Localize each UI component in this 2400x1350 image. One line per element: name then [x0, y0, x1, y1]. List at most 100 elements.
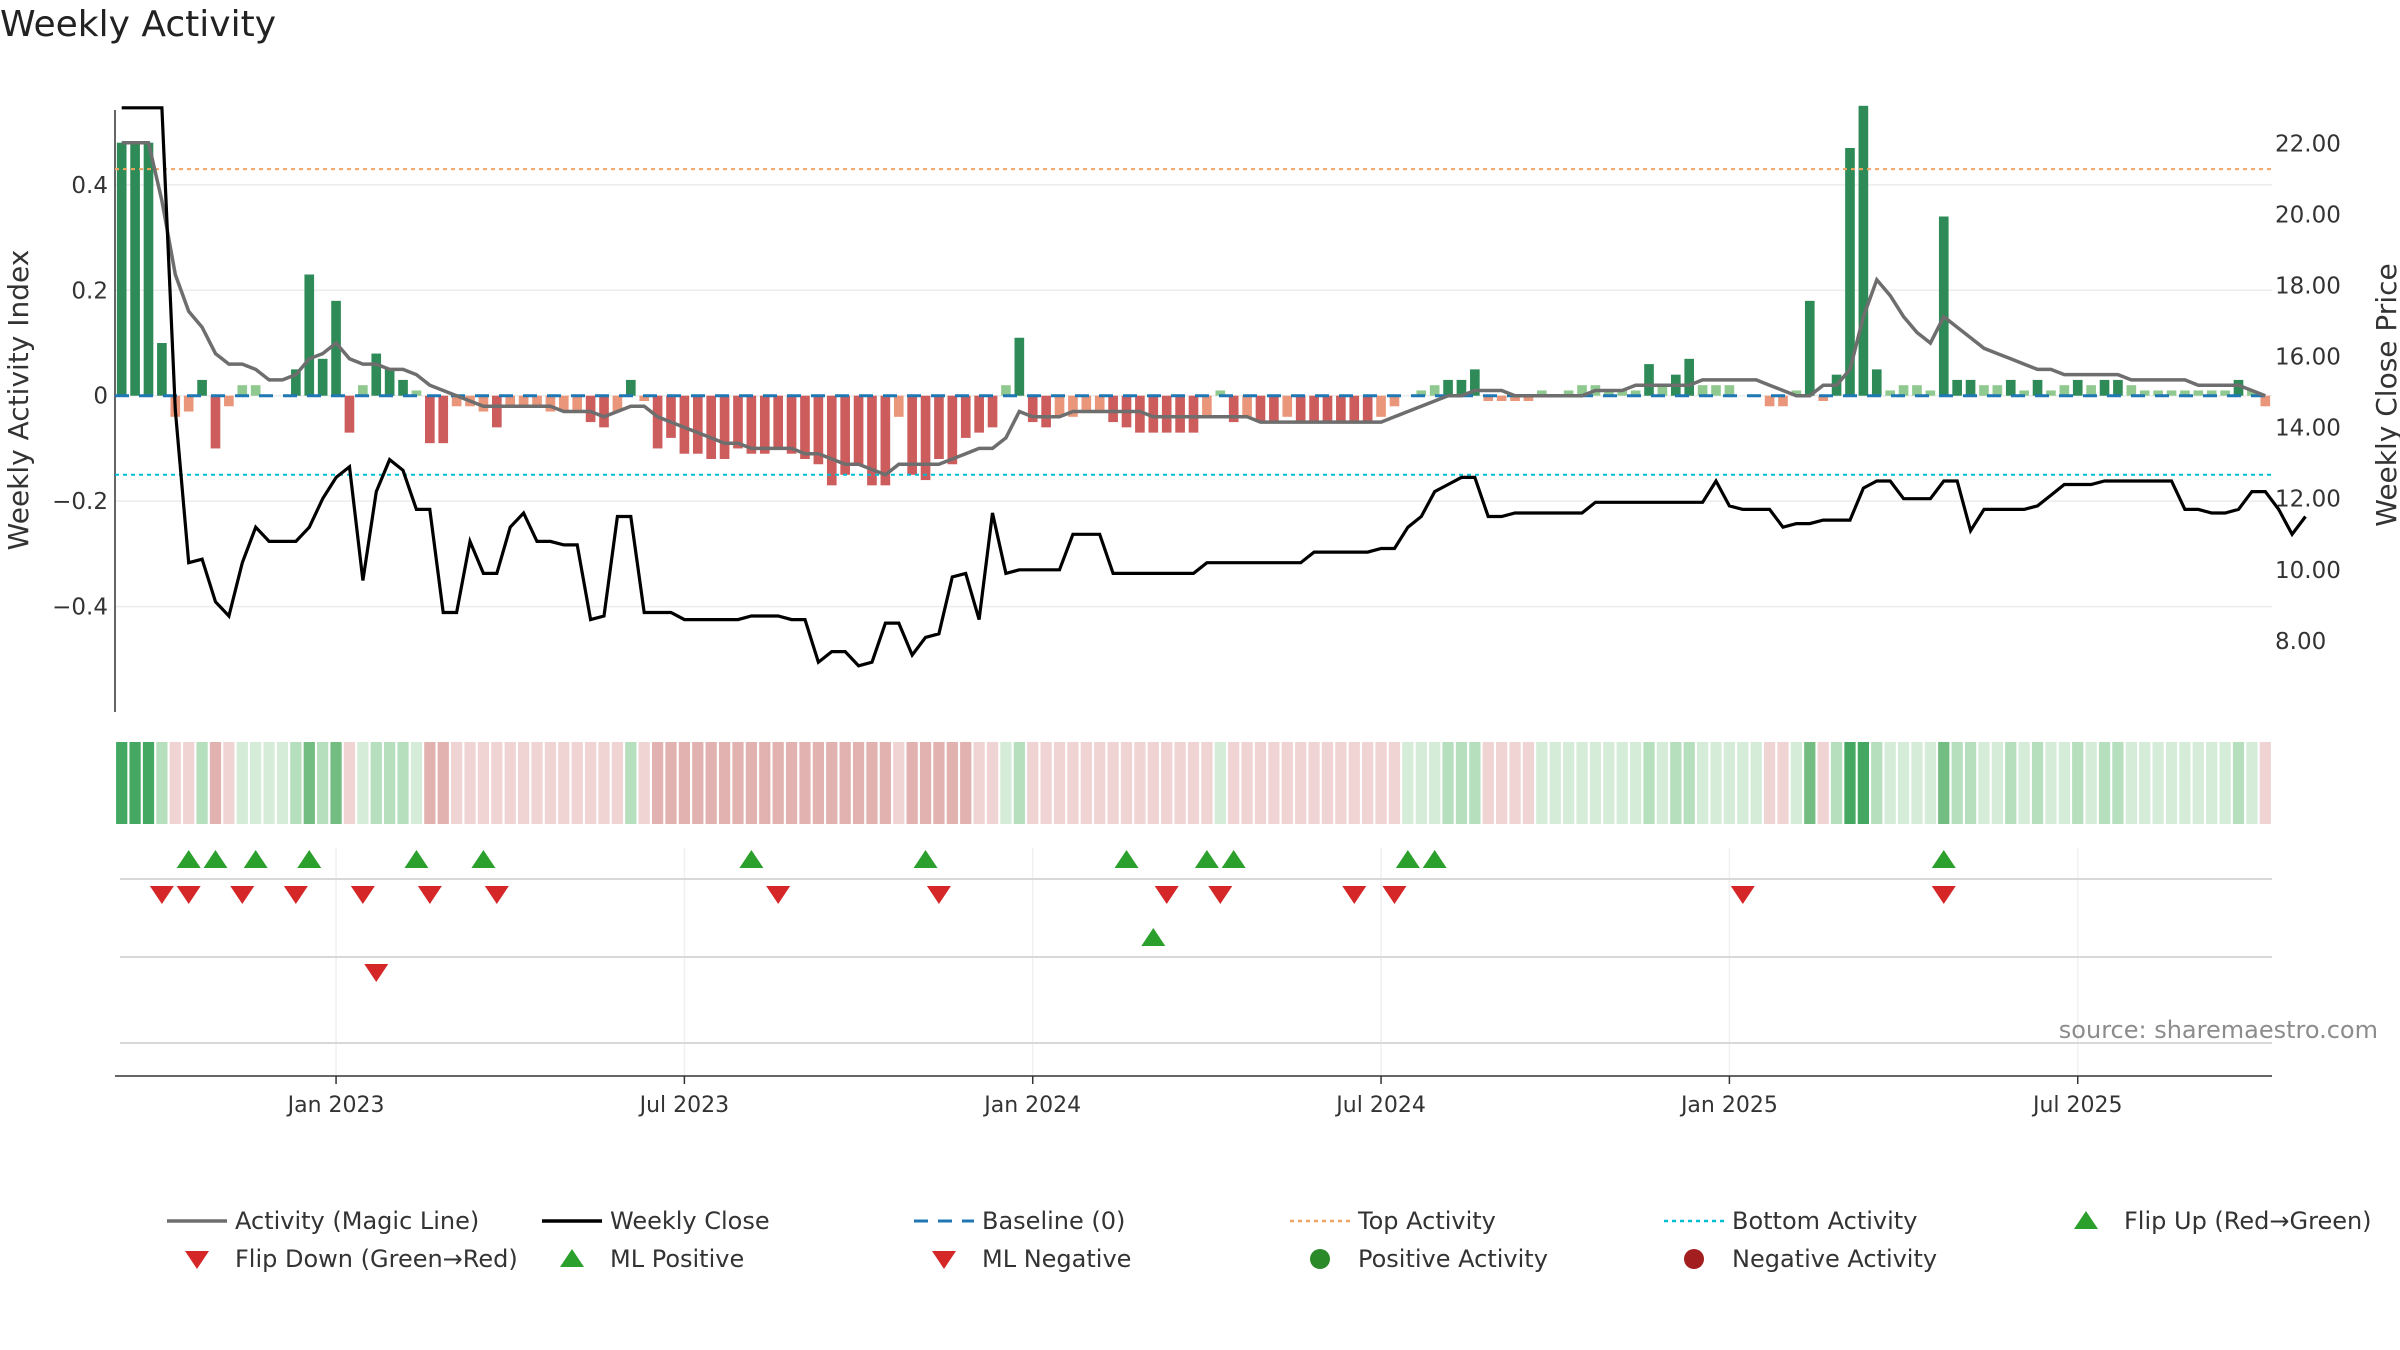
heat-cell: [397, 742, 409, 824]
activity-bar: [1269, 395, 1279, 423]
activity-bar: [1603, 390, 1614, 396]
activity-bar: [733, 395, 743, 449]
activity-bar: [1898, 385, 1909, 396]
activity-bar: [2247, 390, 2257, 396]
activity-bar: [2086, 385, 2096, 396]
activity-bar: [2126, 385, 2137, 396]
activity-bar: [224, 395, 234, 407]
activity-bar: [2260, 395, 2271, 407]
heat-cell: [2031, 742, 2044, 824]
activity-bar: [1483, 395, 1494, 401]
heat-cell: [1522, 742, 1535, 824]
legend-item-close: Weekly Close: [540, 1207, 770, 1235]
heat-cell: [1254, 742, 1267, 824]
legend-symbol: [167, 1219, 227, 1223]
heat-cell: [1884, 742, 1896, 824]
heat-cell: [1629, 742, 1642, 824]
legend-symbol: [1664, 1219, 1724, 1223]
legend-label: ML Negative: [982, 1245, 1132, 1273]
y-tick-label: −0.4: [52, 595, 108, 621]
activity-bar: [572, 395, 583, 412]
flip-up-marker: [1221, 850, 1246, 868]
heat-cell: [826, 742, 838, 824]
heat-cell: [437, 742, 449, 824]
activity-bar: [1657, 385, 1668, 396]
legend: Activity (Magic Line) Weekly Close Baselin…: [0, 1195, 2400, 1295]
activity-bar: [1081, 395, 1092, 412]
heat-cell: [1750, 742, 1762, 824]
heat-cell: [1723, 742, 1736, 824]
activity-bar: [143, 142, 154, 396]
activity-bar: [1697, 385, 1708, 396]
heat-cell: [1228, 742, 1240, 824]
flip-up-marker: [1931, 850, 1956, 868]
heat-cell: [946, 742, 958, 824]
heat-cell: [1670, 742, 1682, 824]
activity-bar: [2193, 390, 2204, 396]
heat-cell: [1951, 742, 1963, 824]
activity-bar: [1644, 364, 1654, 396]
y-tick-label: −0.2: [52, 489, 108, 515]
heat-cell: [1897, 742, 1910, 824]
heat-cell: [330, 742, 342, 824]
flip-down-marker: [1342, 886, 1367, 904]
heat-cell: [1964, 742, 1977, 824]
activity-bar: [1804, 300, 1815, 396]
heat-cell: [1978, 742, 1990, 824]
heat-cell: [1000, 742, 1012, 824]
flip-up-marker: [739, 850, 764, 868]
activity-bar: [1858, 105, 1869, 396]
heat-cell: [2219, 742, 2231, 824]
activity-bar: [358, 385, 368, 396]
activity-bar: [893, 395, 904, 417]
activity-bar: [2180, 390, 2190, 396]
heat-cell: [1656, 742, 1669, 824]
heat-cell: [464, 742, 476, 824]
activity-bar: [813, 395, 824, 465]
heat-cell: [1388, 742, 1401, 824]
heat-cell: [1563, 742, 1575, 824]
heat-cell: [839, 742, 851, 824]
activity-bar: [786, 395, 797, 454]
legend-label: ML Positive: [610, 1245, 745, 1273]
activity-bar: [1952, 379, 1962, 396]
activity-bar: [1001, 385, 1011, 396]
activity-bar: [2059, 385, 2070, 396]
activity-bar: [1577, 385, 1587, 396]
heat-cell: [1013, 742, 1025, 824]
heat-cell: [2085, 742, 2097, 824]
heat-cell: [1469, 742, 1481, 824]
activity-bar: [478, 395, 489, 412]
heat-cell: [584, 742, 597, 824]
activity-bar: [2139, 390, 2150, 396]
activity-bar: [1925, 390, 1936, 396]
flip-down-marker: [283, 886, 308, 904]
y2-tick-label: 10.00: [2275, 558, 2341, 584]
weekly-close-line: [121, 106, 2307, 668]
flip-down-marker: [484, 886, 509, 904]
heat-cell: [1643, 742, 1655, 824]
activity-bar: [1938, 216, 1949, 396]
activity-bar: [157, 343, 167, 396]
heat-cell: [1509, 742, 1521, 824]
flip-up-marker: [297, 850, 322, 868]
activity-bar: [1818, 395, 1829, 401]
legend-item-neg-act: Negative Activity: [1662, 1245, 1937, 1273]
legend-label: Top Activity: [1358, 1207, 1496, 1235]
legend-symbol: [1684, 1249, 1704, 1269]
heat-cell: [1911, 742, 1923, 824]
activity-bar: [920, 395, 931, 481]
legend-item-flip-up: Flip Up (Red→Green): [2054, 1207, 2372, 1235]
activity-bar: [800, 395, 810, 459]
flip-down-marker: [1154, 886, 1179, 904]
heat-cell: [1589, 742, 1602, 824]
heat-cell: [156, 742, 168, 824]
heat-cell: [1616, 742, 1628, 824]
activity-bar: [1523, 395, 1534, 401]
heat-cell: [2072, 742, 2084, 824]
activity-bar: [773, 395, 784, 449]
activity-bar: [1094, 395, 1105, 412]
x-tick-label: Jan 2024: [982, 1093, 1081, 1118]
activity-bar: [2113, 379, 2123, 396]
heat-cell: [276, 742, 289, 824]
